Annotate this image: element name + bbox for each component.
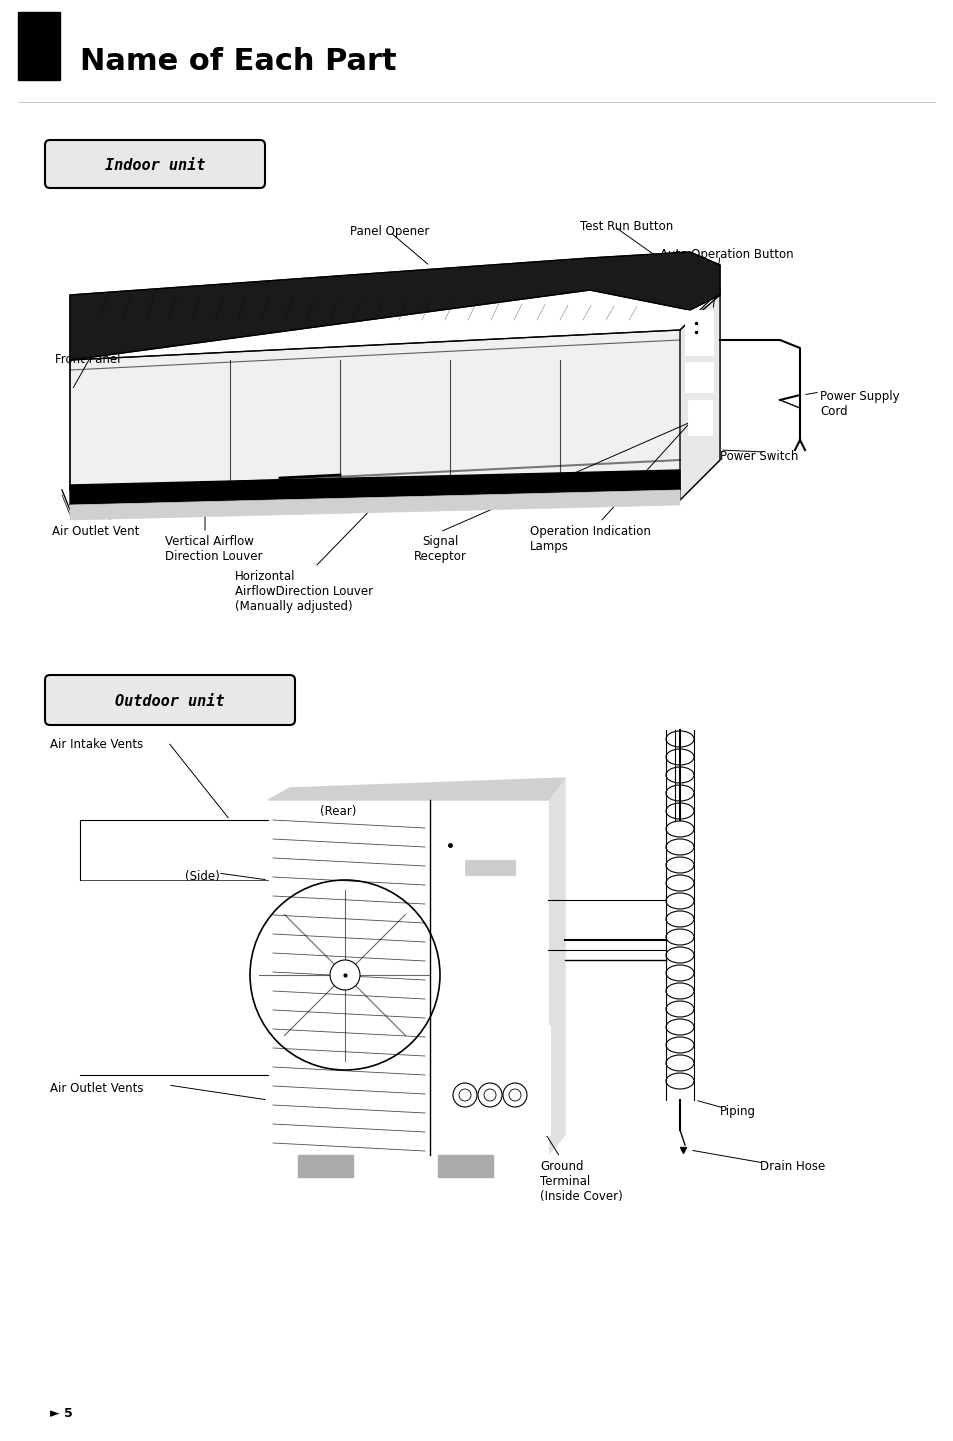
Text: Outdoor unit: Outdoor unit bbox=[115, 693, 225, 709]
Text: Air Outlet Vent: Air Outlet Vent bbox=[52, 525, 139, 537]
Text: Air Intake Vent: Air Intake Vent bbox=[150, 321, 237, 334]
Bar bbox=[687, 401, 711, 435]
Text: :  Orange: : Orange bbox=[598, 617, 649, 627]
Text: Drain Hose: Drain Hose bbox=[760, 1160, 824, 1173]
Polygon shape bbox=[547, 778, 564, 1156]
Text: Piping: Piping bbox=[720, 1105, 755, 1118]
Text: ► 5: ► 5 bbox=[50, 1406, 72, 1419]
Bar bbox=[297, 1156, 353, 1177]
Text: Power Supply
Cord: Power Supply Cord bbox=[820, 391, 899, 418]
FancyBboxPatch shape bbox=[45, 140, 265, 187]
Circle shape bbox=[458, 1089, 471, 1101]
Text: Auto Operation Button: Auto Operation Button bbox=[659, 248, 793, 261]
Bar bbox=[530, 595, 541, 604]
Text: Air Intake Vents: Air Intake Vents bbox=[50, 738, 143, 751]
Circle shape bbox=[483, 1089, 496, 1101]
Text: Panel Opener: Panel Opener bbox=[350, 225, 429, 238]
Text: Power Switch: Power Switch bbox=[720, 450, 798, 463]
Text: Indoor unit: Indoor unit bbox=[105, 157, 205, 173]
Polygon shape bbox=[70, 295, 720, 500]
Text: :  Red: : Red bbox=[598, 574, 629, 584]
Text: SLEEP: SLEEP bbox=[547, 595, 586, 605]
Text: (Side): (Side) bbox=[185, 870, 219, 883]
Text: TIMER: TIMER bbox=[547, 617, 586, 627]
Polygon shape bbox=[70, 252, 720, 360]
Text: POWER: POWER bbox=[547, 574, 594, 584]
Text: Air Outlet Vents: Air Outlet Vents bbox=[50, 1082, 143, 1095]
Polygon shape bbox=[70, 290, 720, 500]
Text: Signal
Receptor: Signal Receptor bbox=[414, 535, 466, 563]
Bar bbox=[530, 617, 541, 625]
Polygon shape bbox=[268, 778, 564, 800]
Bar bbox=[437, 1156, 493, 1177]
FancyBboxPatch shape bbox=[45, 674, 294, 725]
Bar bbox=[530, 574, 541, 582]
Text: :  Orange: : Orange bbox=[598, 595, 649, 605]
Text: Test Run Button: Test Run Button bbox=[579, 220, 673, 233]
Text: Name of Each Part: Name of Each Part bbox=[80, 48, 396, 76]
Text: Operation Indication
Lamps: Operation Indication Lamps bbox=[530, 525, 650, 553]
Text: Vertical Airflow
Direction Louver: Vertical Airflow Direction Louver bbox=[165, 535, 262, 563]
Polygon shape bbox=[268, 800, 547, 1156]
Polygon shape bbox=[70, 490, 679, 520]
Circle shape bbox=[509, 1089, 520, 1101]
Bar bbox=[435, 1025, 550, 1136]
Bar bbox=[437, 816, 527, 840]
Bar bbox=[519, 555, 774, 635]
Bar bbox=[18, 12, 60, 81]
Text: Ground
Terminal
(Inside Cover): Ground Terminal (Inside Cover) bbox=[539, 1160, 622, 1203]
Circle shape bbox=[330, 960, 359, 990]
Text: (Rear): (Rear) bbox=[319, 806, 356, 818]
Polygon shape bbox=[679, 295, 720, 500]
Text: Front Panel: Front Panel bbox=[55, 353, 120, 366]
Text: Horizontal
AirflowDirection Louver
(Manually adjusted): Horizontal AirflowDirection Louver (Manu… bbox=[234, 571, 373, 612]
Bar bbox=[464, 860, 515, 875]
Bar bbox=[684, 362, 712, 392]
Polygon shape bbox=[70, 470, 679, 504]
Bar bbox=[684, 310, 712, 354]
